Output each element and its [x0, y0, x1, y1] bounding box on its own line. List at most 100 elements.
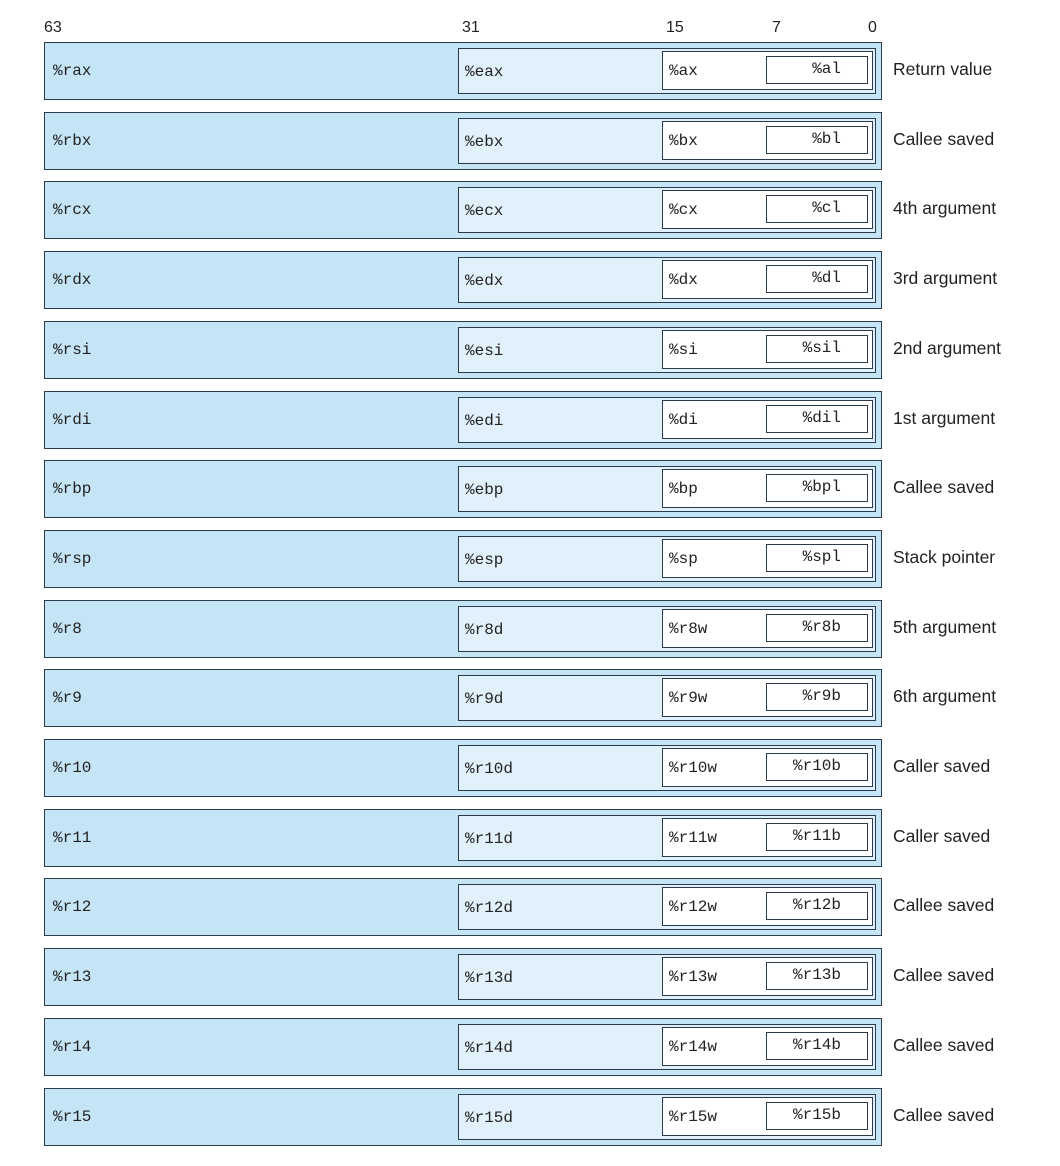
register-32bit-box: %r13d %r13w %r13b — [458, 954, 876, 1001]
register-8bit: %r11b — [766, 822, 868, 851]
register-usage: Return value — [893, 59, 993, 79]
register-usage: 4th argument — [893, 198, 997, 219]
register-8bit: %bpl — [766, 474, 868, 503]
register-64bit: %r10 — [53, 759, 92, 777]
register-32bit: %r14d — [465, 1038, 514, 1057]
register-16bit: %di — [669, 410, 698, 429]
register-row: %rbx %ebx %bx %bl — [44, 111, 882, 170]
register-64bit: %r14 — [53, 1037, 92, 1056]
register-8bit: %r8b — [766, 613, 868, 642]
register-32bit-box: %r15d %r15w %r15b — [458, 1093, 876, 1140]
register-32bit: %edx — [465, 272, 504, 291]
register-64bit: %rax — [53, 62, 92, 80]
register-32bit: %ebx — [465, 132, 504, 151]
register-32bit-box: %edi %di %dil — [458, 396, 876, 443]
register-16bit-box: %r12w %r12b — [662, 887, 873, 927]
register-32bit-box: %edx %dx %dl — [458, 257, 876, 304]
register-16bit: %dx — [669, 271, 698, 290]
register-16bit-box: %r14w %r14b — [662, 1026, 873, 1066]
register-32bit-box: %r11d %r11w %r11b — [458, 814, 876, 861]
register-row: %rbp %ebp %bp %bpl — [44, 460, 882, 519]
register-8bit: %sil — [766, 334, 868, 363]
register-row: %rsi %esi %si %sil — [44, 320, 882, 379]
register-row: %r15 %r15d %r15w %r15b — [44, 1087, 882, 1146]
register-16bit: %r11w — [669, 828, 718, 847]
register-32bit: %r9d — [465, 690, 504, 709]
register-usage: 5th argument — [893, 616, 997, 637]
register-64bit: %rsi — [53, 340, 92, 359]
register-usage: Callee saved — [893, 1104, 995, 1125]
register-8bit: %r15b — [766, 1101, 868, 1130]
register-8bit: %r12b — [766, 892, 868, 921]
register-row: %r13 %r13d %r13w %r13b — [44, 948, 882, 1007]
register-16bit: %ax — [669, 62, 698, 80]
register-8bit: %r9b — [766, 683, 868, 712]
register-16bit: %r9w — [669, 689, 708, 708]
register-32bit: %r13d — [465, 969, 514, 988]
bit-label-63: 63 — [44, 19, 62, 36]
register-16bit: %sp — [669, 549, 698, 568]
register-32bit-box: %ebp %bp %bpl — [458, 466, 876, 513]
register-64bit: %r9 — [53, 689, 82, 708]
register-16bit: %r10w — [669, 759, 718, 777]
register-64bit: %r8 — [53, 619, 82, 638]
register-16bit-box: %dx %dl — [662, 260, 873, 300]
register-64bit: %r12 — [53, 898, 92, 917]
register-8bit: %cl — [766, 195, 868, 224]
register-64bit: %rbx — [53, 131, 92, 150]
register-8bit: %r10b — [766, 753, 868, 781]
register-usage: Callee saved — [893, 1034, 995, 1055]
register-16bit-box: %r8w %r8b — [662, 608, 873, 648]
register-64bit: %rdx — [53, 271, 92, 290]
register-64bit: %rsp — [53, 549, 92, 568]
register-32bit-box: %r9d %r9w %r9b — [458, 675, 876, 722]
register-64bit: %rbp — [53, 480, 92, 499]
register-16bit: %r12w — [669, 898, 718, 917]
register-usage: 6th argument — [893, 686, 997, 707]
register-32bit: %ecx — [465, 202, 504, 221]
register-32bit-box: %eax %ax %al — [458, 48, 876, 94]
register-16bit-box: %di %dil — [662, 399, 873, 439]
register-8bit: %r13b — [766, 962, 868, 991]
register-usage: Callee saved — [893, 895, 995, 916]
register-row: %r11 %r11d %r11w %r11b — [44, 808, 882, 867]
register-16bit: %bp — [669, 480, 698, 499]
register-64bit: %r15 — [53, 1107, 92, 1126]
register-16bit-box: %bp %bpl — [662, 469, 873, 509]
register-row: %r8 %r8d %r8w %r8b — [44, 599, 882, 658]
register-usage: Caller saved — [893, 756, 991, 776]
register-row: %r9 %r9d %r9w %r9b — [44, 669, 882, 728]
register-usage: Stack pointer — [893, 546, 996, 567]
register-row: %r10 %r10d %r10w %r10b — [44, 739, 882, 797]
register-64bit: %rcx — [53, 201, 92, 220]
register-32bit-box: %ebx %bx %bl — [458, 117, 876, 164]
register-32bit: %r12d — [465, 899, 514, 918]
register-8bit: %dl — [766, 265, 868, 294]
register-row: %rcx %ecx %cx %cl — [44, 181, 882, 240]
register-row: %rax %eax %ax %al — [44, 42, 882, 100]
register-row: %r12 %r12d %r12w %r12b — [44, 878, 882, 937]
register-8bit: %dil — [766, 404, 868, 433]
register-32bit: %esi — [465, 341, 504, 360]
register-8bit: %r14b — [766, 1031, 868, 1060]
register-16bit: %r14w — [669, 1037, 718, 1056]
register-usage: Caller saved — [893, 825, 991, 846]
register-32bit: %r8d — [465, 620, 504, 639]
register-16bit: %si — [669, 340, 698, 359]
register-32bit-box: %esi %si %sil — [458, 326, 876, 373]
register-row: %rdi %edi %di %dil — [44, 390, 882, 449]
bit-label-15: 15 — [666, 19, 684, 36]
register-16bit: %r15w — [669, 1107, 718, 1126]
register-row: %rsp %esp %sp %spl — [44, 529, 882, 588]
register-32bit: %edi — [465, 411, 504, 430]
register-8bit: %spl — [766, 543, 868, 572]
register-32bit-box: %r12d %r12w %r12b — [458, 884, 876, 931]
register-row: %r14 %r14d %r14w %r14b — [44, 1017, 882, 1076]
bit-label-7: 7 — [772, 19, 781, 36]
register-8bit: %al — [766, 56, 868, 84]
register-16bit: %r13w — [669, 968, 718, 987]
register-32bit: %ebp — [465, 481, 504, 500]
register-usage: 1st argument — [893, 407, 996, 428]
register-32bit: %r11d — [465, 829, 514, 848]
register-16bit-box: %cx %cl — [662, 190, 873, 230]
